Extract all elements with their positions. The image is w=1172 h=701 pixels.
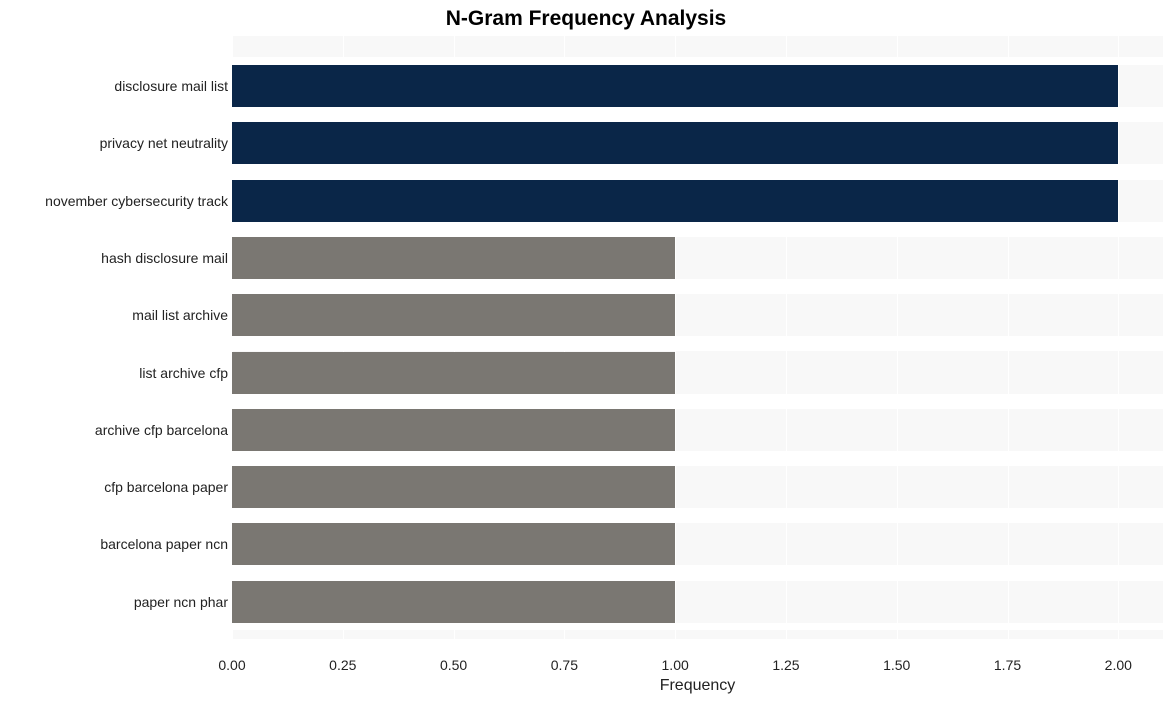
bar-row — [232, 352, 1163, 394]
bar — [232, 581, 675, 623]
row-gap — [232, 57, 1163, 65]
bar-row — [232, 409, 1163, 451]
row-gap — [232, 172, 1163, 180]
x-tick-label: 1.75 — [994, 657, 1021, 673]
bar — [232, 409, 675, 451]
plot-area — [232, 36, 1163, 639]
y-tick-label: list archive cfp — [139, 365, 228, 381]
x-tick-label: 0.00 — [218, 657, 245, 673]
bar-row — [232, 122, 1163, 164]
row-gap — [232, 508, 1163, 516]
x-tick-label: 0.25 — [329, 657, 356, 673]
chart-title: N-Gram Frequency Analysis — [0, 7, 1172, 31]
bar — [232, 122, 1118, 164]
bar-row — [232, 466, 1163, 508]
x-tick-label: 2.00 — [1105, 657, 1132, 673]
x-tick-label: 1.00 — [662, 657, 689, 673]
row-gap — [232, 458, 1163, 466]
y-tick-label: barcelona paper ncn — [100, 536, 228, 552]
row-gap — [232, 115, 1163, 123]
bar-row — [232, 237, 1163, 279]
bar — [232, 523, 675, 565]
bar-row — [232, 65, 1163, 107]
row-gap — [232, 222, 1163, 230]
row-gap — [232, 394, 1163, 402]
bar — [232, 180, 1118, 222]
x-tick-label: 1.25 — [772, 657, 799, 673]
row-gap — [232, 107, 1163, 115]
bar-row — [232, 294, 1163, 336]
bar — [232, 466, 675, 508]
y-tick-label: privacy net neutrality — [100, 135, 228, 151]
bar — [232, 352, 675, 394]
bar — [232, 65, 1118, 107]
bar — [232, 237, 675, 279]
bar-row — [232, 180, 1163, 222]
y-tick-label: november cybersecurity track — [45, 193, 228, 209]
row-gap — [232, 565, 1163, 573]
row-gap — [232, 344, 1163, 352]
x-axis-title: Frequency — [232, 677, 1163, 695]
bar-row — [232, 523, 1163, 565]
row-gap — [232, 401, 1163, 409]
y-tick-label: cfp barcelona paper — [104, 479, 228, 495]
x-tick-label: 1.50 — [883, 657, 910, 673]
row-gap — [232, 573, 1163, 581]
row-gap — [232, 164, 1163, 172]
bar-row — [232, 581, 1163, 623]
y-tick-label: disclosure mail list — [114, 78, 228, 94]
row-gap — [232, 451, 1163, 459]
row-gap — [232, 623, 1163, 631]
y-tick-label: hash disclosure mail — [101, 250, 228, 266]
row-gap — [232, 516, 1163, 524]
row-gap — [232, 287, 1163, 295]
x-tick-label: 0.50 — [440, 657, 467, 673]
chart-container: N-Gram Frequency Analysis Frequency 0.00… — [0, 0, 1172, 701]
x-tick-label: 0.75 — [551, 657, 578, 673]
y-tick-label: archive cfp barcelona — [95, 422, 228, 438]
row-gap — [232, 279, 1163, 287]
y-tick-label: paper ncn phar — [134, 594, 228, 610]
y-tick-label: mail list archive — [132, 307, 228, 323]
row-gap — [232, 229, 1163, 237]
row-gap — [232, 336, 1163, 344]
bar — [232, 294, 675, 336]
